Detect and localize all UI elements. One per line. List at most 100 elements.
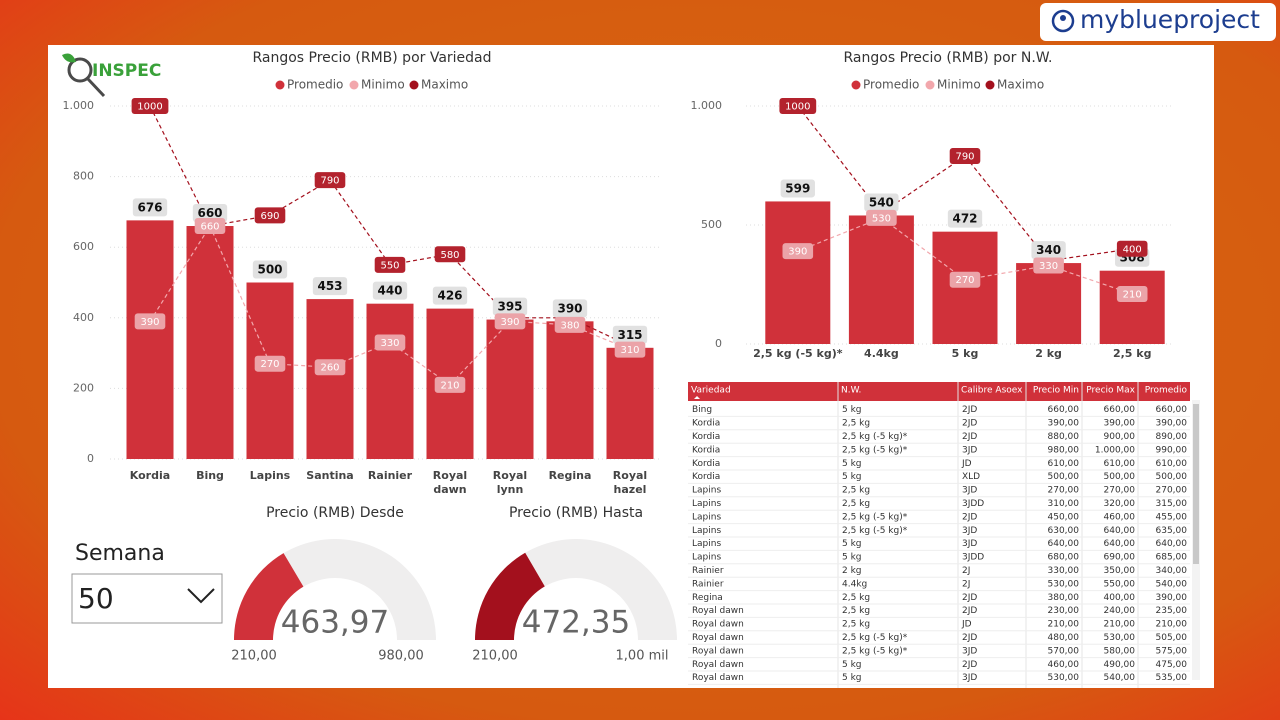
x-tick-label: Royal hazel — [613, 469, 647, 496]
bar — [126, 220, 174, 459]
data-label: 690 — [260, 211, 279, 222]
data-label: 210 — [1123, 290, 1142, 301]
data-label-bg — [949, 271, 981, 288]
data-label-bg — [374, 256, 406, 273]
table-cell: Royal dawn — [692, 660, 744, 670]
table-header: Precio Min — [1033, 386, 1079, 396]
legend-label: Promedio — [863, 78, 919, 92]
table-header: N.W. — [841, 386, 861, 396]
data-label: 270 — [260, 359, 279, 370]
line-series — [797, 105, 1133, 262]
legend-label: Minimo — [361, 78, 405, 92]
table-cell: 390,00 — [1156, 593, 1188, 603]
y-tick-label: 1.000 — [63, 99, 95, 112]
table-cell: 640,00 — [1104, 539, 1136, 549]
table-cell: 3JD — [962, 486, 977, 496]
bar — [486, 319, 534, 459]
table-cell: 2,5 kg — [842, 593, 870, 603]
table-cell: Regina — [692, 593, 723, 603]
table-cell: 500,00 — [1048, 472, 1080, 482]
bar — [765, 201, 831, 344]
table-cell: 2,5 kg — [842, 499, 870, 509]
table-cell: Rainier — [692, 579, 724, 589]
bar — [932, 231, 998, 344]
data-label: 660 — [200, 222, 219, 233]
table-cell: 240,00 — [1104, 606, 1136, 616]
table-cell: 235,00 — [1156, 606, 1188, 616]
scrollbar-thumb[interactable] — [1193, 404, 1199, 564]
data-label: 540 — [869, 195, 894, 209]
data-label: 310 — [620, 345, 639, 356]
x-tick-label: 2,5 kg — [1113, 347, 1152, 360]
table-cell: 900,00 — [1104, 432, 1136, 442]
table-cell: 540,00 — [1104, 673, 1136, 683]
table-cell: 2,5 kg — [842, 606, 870, 616]
x-tick-label: Kordia — [130, 469, 170, 482]
x-tick-label: Royal lynn — [493, 469, 527, 496]
data-label: 676 — [137, 200, 162, 214]
table-cell: 2J — [962, 579, 970, 589]
chart-title: Rangos Precio (RMB) por Variedad — [252, 50, 491, 66]
table-cell: 5 kg — [842, 660, 862, 670]
table-cell: 980,00 — [1048, 445, 1080, 455]
data-label-bg — [779, 98, 817, 114]
table-cell: 2JD — [962, 633, 977, 643]
data-label-bg — [314, 172, 346, 189]
data-label-bg — [314, 359, 346, 376]
table-cell: Royal dawn — [692, 606, 744, 616]
bar — [1099, 270, 1165, 344]
legend-marker — [925, 80, 935, 90]
y-tick-label: 200 — [73, 381, 94, 394]
data-label-bg — [312, 277, 348, 296]
table-cell: 2,5 kg (-5 kg)* — [842, 633, 908, 643]
data-label: 472 — [952, 212, 977, 226]
table-cell: 2J — [962, 566, 970, 576]
data-label-bg — [782, 243, 814, 260]
table-cell: 3JDD — [962, 499, 984, 509]
table-cell: 575,00 — [1156, 646, 1188, 656]
table-header-bg — [688, 382, 1190, 401]
table-cell: Lapins — [692, 512, 721, 522]
data-label: 1000 — [785, 102, 810, 113]
table-cell: 2JD — [962, 512, 977, 522]
table-cell: 490,00 — [1104, 660, 1136, 670]
table-cell: 570,00 — [1048, 646, 1080, 656]
table-cell: Lapins — [692, 499, 721, 509]
data-label: 330 — [380, 338, 399, 349]
table-cell: 210,00 — [1048, 620, 1080, 630]
table-cell: 350,00 — [1104, 566, 1136, 576]
table-cell: Royal dawn — [692, 646, 744, 656]
data-label-bg — [1031, 241, 1066, 260]
table-cell: 2,5 kg — [842, 486, 870, 496]
bar — [606, 347, 654, 459]
table-cell: Royal dawn — [692, 620, 744, 630]
table-cell: 660,00 — [1156, 405, 1188, 415]
table-cell: 1.000,00 — [1095, 445, 1135, 455]
table-cell: 990,00 — [1156, 445, 1188, 455]
table-header: Precio Max — [1086, 386, 1135, 396]
table-cell: 3JD — [962, 673, 977, 683]
data-label: 530 — [872, 213, 891, 224]
table-cell: 4.4kg — [842, 579, 867, 589]
table-cell: 455,00 — [1156, 512, 1188, 522]
data-label: 453 — [317, 279, 342, 293]
brand-box — [1040, 3, 1276, 41]
bar — [546, 321, 594, 459]
slicer-label: Semana — [75, 541, 165, 566]
data-label-bg — [254, 207, 286, 224]
x-tick-label: Regina — [549, 469, 592, 482]
gauge-max: 1,00 mil — [616, 649, 669, 664]
legend-label: Maximo — [421, 78, 468, 92]
bar — [848, 215, 914, 344]
data-label: 270 — [955, 275, 974, 286]
table-cell: 2JD — [962, 419, 977, 429]
table-cell: 890,00 — [1156, 432, 1188, 442]
table-cell: 500,00 — [1104, 472, 1136, 482]
table-cell: 530,00 — [1048, 673, 1080, 683]
table-cell: JD — [961, 620, 972, 630]
data-label-bg — [1116, 240, 1148, 257]
table-cell: 660,00 — [1048, 405, 1080, 415]
table-cell: 2,5 kg (-5 kg)* — [842, 526, 908, 536]
logo-leaf — [62, 53, 76, 63]
table-cell: 475,00 — [1156, 660, 1188, 670]
